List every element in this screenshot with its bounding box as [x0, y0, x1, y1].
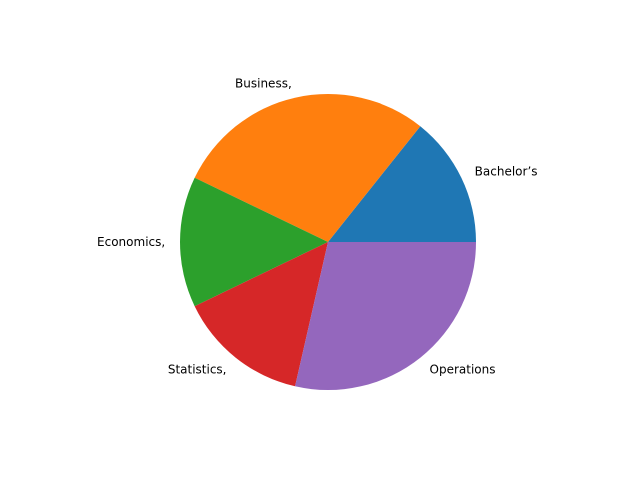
- pie-label-bachelor-s: Bachelor’s: [475, 164, 538, 178]
- pie-label-business: Business,: [235, 76, 292, 90]
- pie-slice-operations: [295, 242, 477, 390]
- pie-labels: Bachelor’s Business, Economics, Statistics,…: [97, 76, 537, 376]
- pie-label-operations: Operations: [430, 362, 496, 376]
- pie-slice-statistics: [194, 242, 328, 387]
- pie-slice-business: [194, 94, 421, 243]
- pie-slice-bachelor-s: [328, 126, 476, 242]
- pie-slices: [180, 94, 477, 390]
- pie-slice-economics: [180, 177, 328, 307]
- pie-label-statistics: Statistics,: [168, 362, 227, 376]
- pie-label-economics: Economics,: [97, 235, 165, 249]
